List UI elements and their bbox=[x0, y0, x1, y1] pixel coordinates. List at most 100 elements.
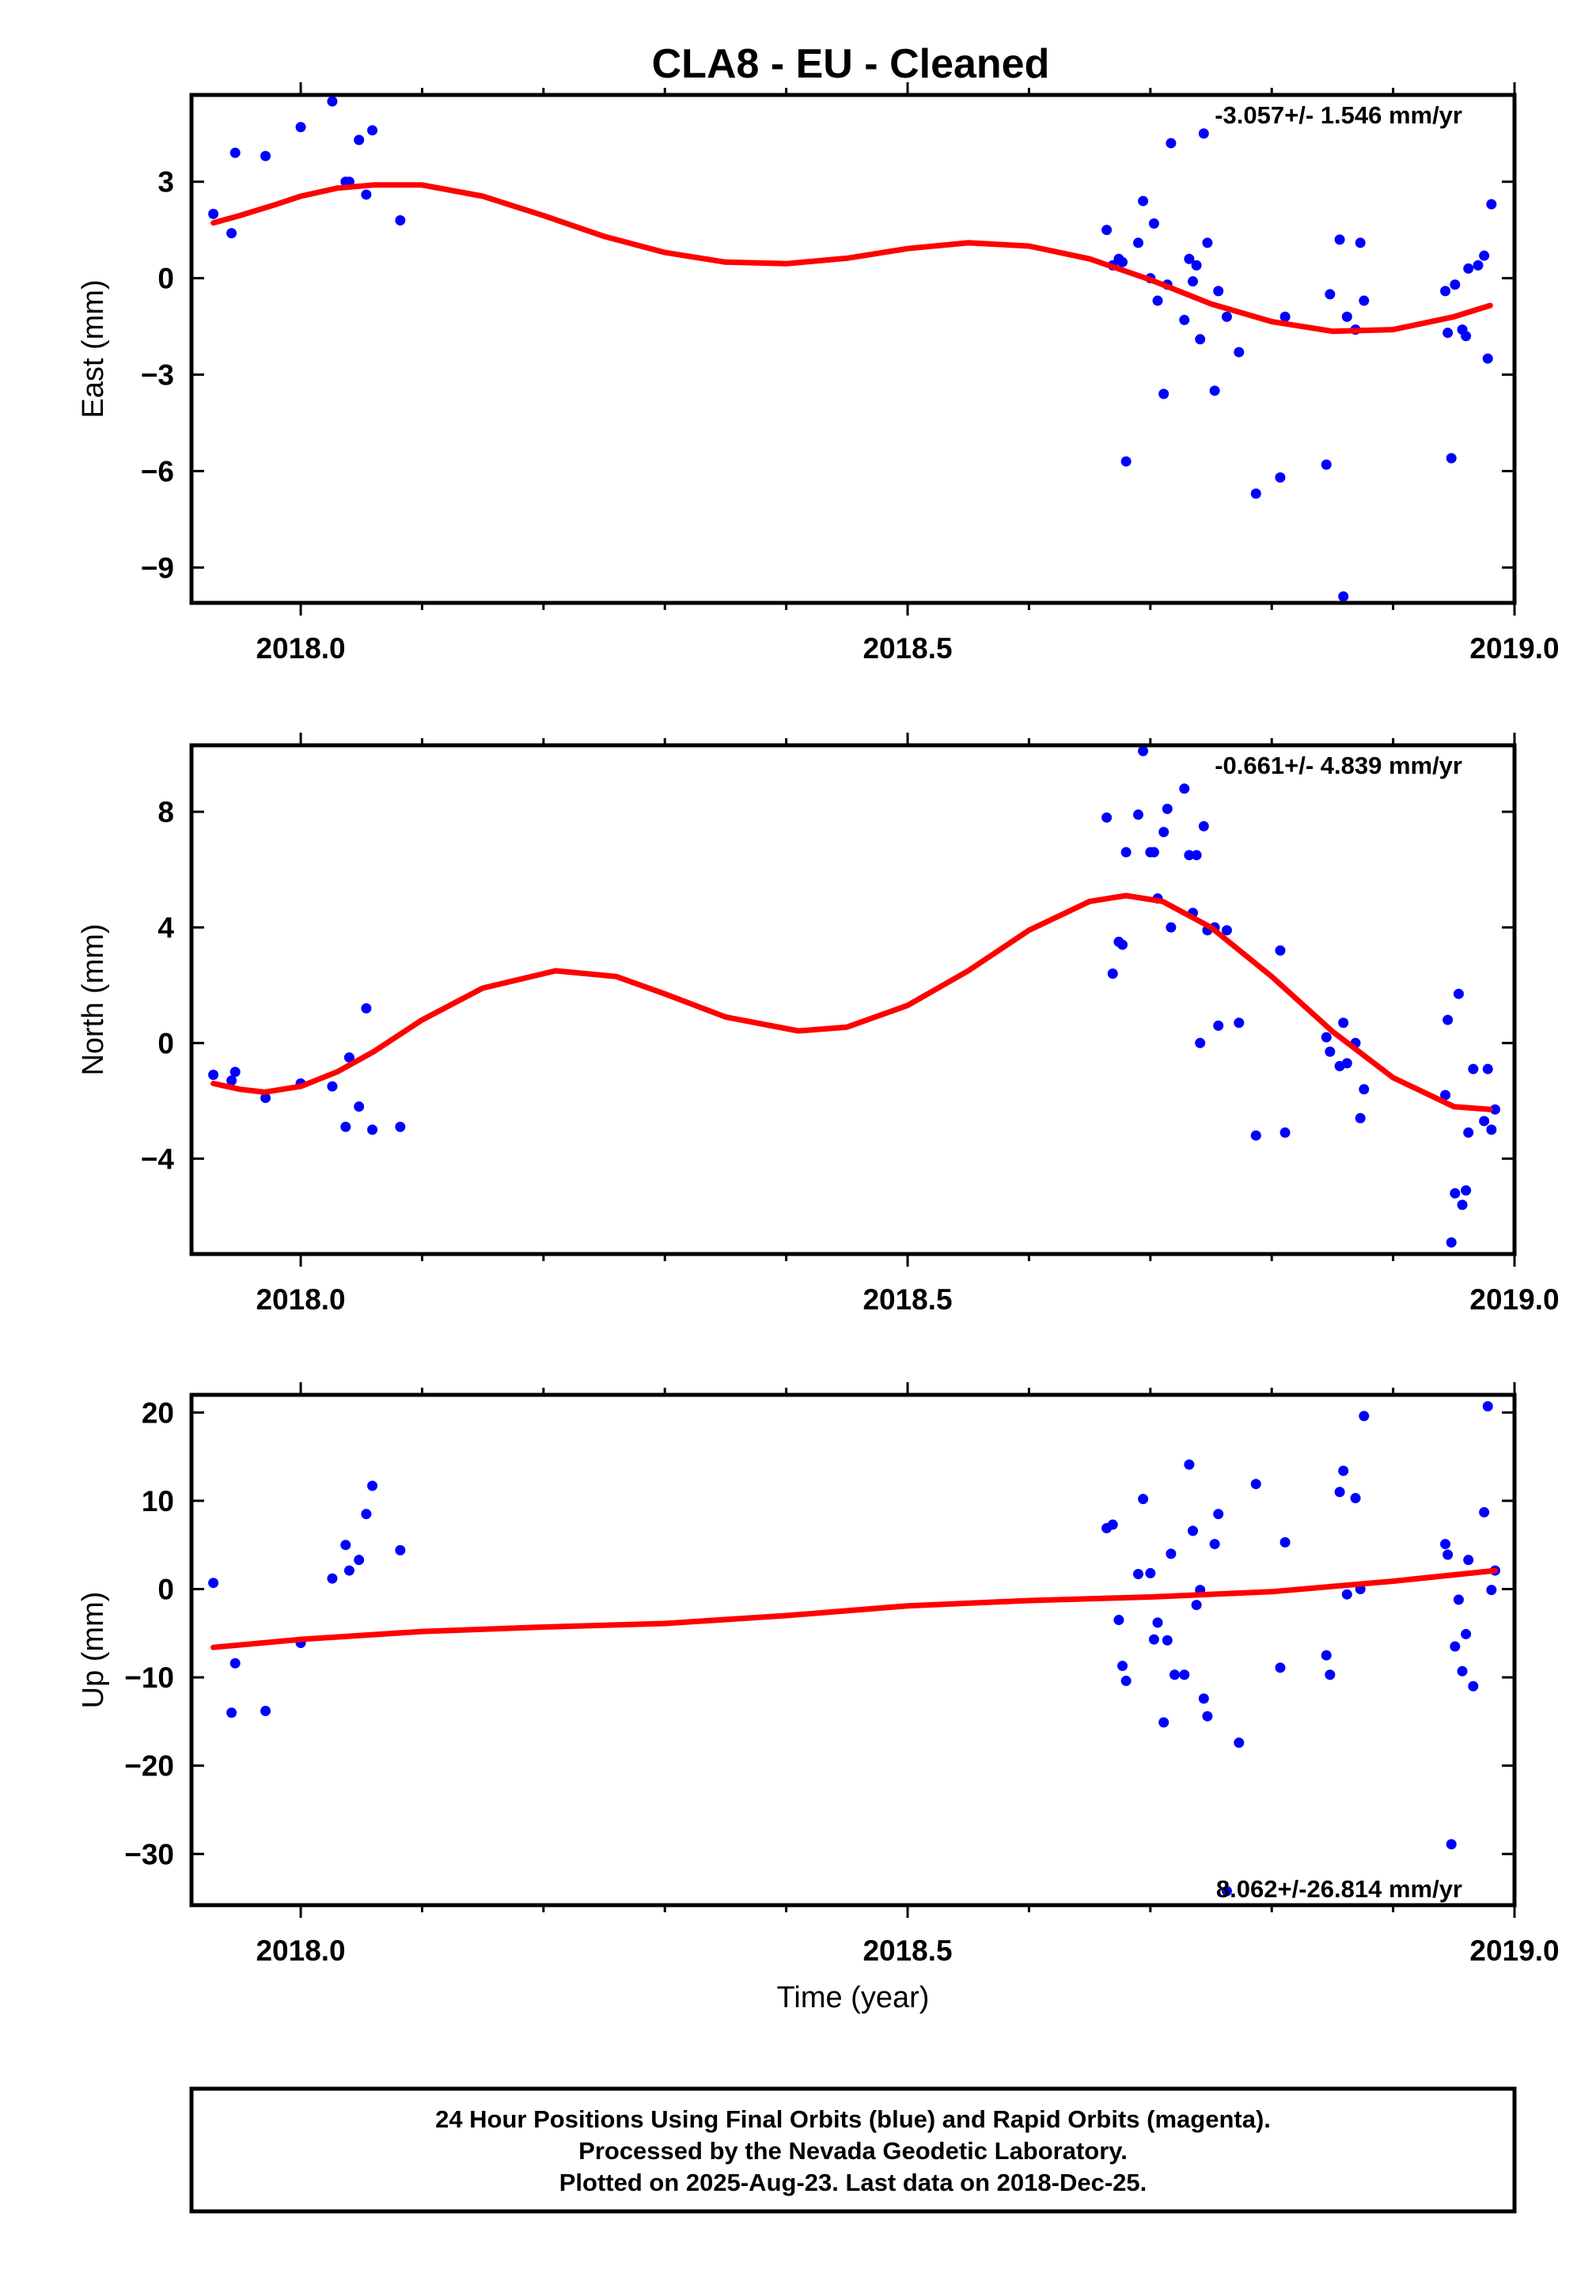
data-point bbox=[1334, 1487, 1345, 1498]
y-tick-label: −3 bbox=[141, 359, 174, 392]
data-point bbox=[229, 1067, 241, 1078]
y-axis-label-east: East (mm) bbox=[77, 279, 110, 418]
data-point bbox=[1279, 311, 1291, 322]
data-point bbox=[1440, 1539, 1451, 1550]
data-point bbox=[1486, 199, 1497, 210]
data-point bbox=[1453, 988, 1464, 999]
data-point bbox=[1198, 1693, 1209, 1704]
y-tick-label: −9 bbox=[141, 551, 174, 584]
data-point bbox=[1184, 253, 1195, 264]
data-point bbox=[226, 228, 237, 239]
footer-line-1: 24 Hour Positions Using Final Orbits (bl… bbox=[435, 2105, 1271, 2133]
y-tick-label: 10 bbox=[142, 1485, 174, 1517]
panel-frame-up bbox=[189, 1392, 1517, 1908]
data-point bbox=[1482, 1401, 1493, 1412]
data-point bbox=[1179, 1669, 1190, 1680]
data-point bbox=[1446, 453, 1457, 464]
data-point bbox=[1117, 939, 1128, 950]
data-point bbox=[1209, 385, 1220, 396]
fit-curve-east bbox=[210, 182, 1493, 335]
data-point bbox=[1191, 1600, 1202, 1611]
data-point bbox=[395, 1121, 406, 1132]
data-point bbox=[1334, 234, 1345, 245]
chart-title: CLA8 - EU - Cleaned bbox=[652, 41, 1050, 87]
data-point bbox=[1461, 1185, 1472, 1196]
data-point bbox=[367, 1124, 378, 1135]
x-tick-label: 2018.0 bbox=[256, 1934, 345, 1967]
data-point bbox=[1489, 1104, 1500, 1115]
data-point bbox=[1341, 311, 1352, 322]
data-point bbox=[1120, 456, 1132, 467]
data-point bbox=[1457, 1665, 1468, 1677]
data-point bbox=[260, 1705, 271, 1716]
x-axis-label: Time (year) bbox=[777, 1981, 930, 2014]
data-point bbox=[1350, 1493, 1361, 1504]
data-point bbox=[1188, 276, 1199, 287]
data-point bbox=[340, 1121, 351, 1132]
data-point bbox=[1148, 847, 1159, 858]
data-point bbox=[1107, 968, 1118, 979]
data-point bbox=[295, 122, 306, 133]
data-point bbox=[1221, 1885, 1232, 1896]
y-tick-label: −6 bbox=[141, 455, 174, 487]
data-point bbox=[1221, 925, 1232, 936]
data-point bbox=[1202, 1711, 1213, 1722]
y-tick-label: −20 bbox=[124, 1750, 174, 1783]
panel-frame-east bbox=[189, 93, 1517, 605]
data-point bbox=[1482, 353, 1493, 364]
data-point bbox=[1169, 1669, 1180, 1680]
data-point bbox=[226, 1075, 237, 1086]
data-point bbox=[1440, 286, 1451, 297]
data-point bbox=[1184, 850, 1195, 861]
data-point bbox=[367, 1480, 378, 1491]
data-point bbox=[354, 1555, 365, 1566]
data-point bbox=[208, 208, 219, 219]
data-point bbox=[1486, 1585, 1497, 1596]
data-point bbox=[1250, 488, 1261, 499]
data-point bbox=[1158, 1717, 1170, 1728]
data-point bbox=[1191, 260, 1202, 271]
data-point bbox=[1234, 1017, 1245, 1029]
data-point bbox=[1341, 1058, 1352, 1069]
data-point bbox=[1359, 1084, 1370, 1095]
footer-line-2: Processed by the Nevada Geodetic Laborat… bbox=[578, 2137, 1128, 2165]
data-point bbox=[1279, 1127, 1291, 1139]
data-point bbox=[1148, 218, 1159, 229]
data-point bbox=[1148, 1634, 1159, 1645]
data-point bbox=[1162, 1635, 1173, 1646]
x-tick-label: 2018.5 bbox=[862, 632, 952, 665]
data-point bbox=[1450, 1641, 1461, 1652]
data-point bbox=[1325, 1046, 1336, 1057]
data-point bbox=[1179, 314, 1190, 325]
data-point bbox=[1117, 1661, 1128, 1672]
data-point bbox=[1101, 812, 1113, 823]
data-point bbox=[1450, 1188, 1461, 1199]
x-tick-label: 2019.0 bbox=[1469, 1934, 1559, 1967]
data-point bbox=[1325, 289, 1336, 300]
rate-annotation-east: -3.057+/- 1.546 mm/yr bbox=[1215, 101, 1462, 129]
x-tick-label: 2019.0 bbox=[1469, 632, 1559, 665]
data-point bbox=[1188, 1525, 1199, 1536]
data-point bbox=[1479, 250, 1490, 261]
data-point bbox=[1479, 1506, 1490, 1517]
data-point bbox=[1279, 1536, 1291, 1548]
data-point bbox=[1461, 1628, 1472, 1639]
data-point bbox=[1440, 1089, 1451, 1101]
data-point bbox=[361, 1509, 372, 1520]
x-tick-label: 2019.0 bbox=[1469, 1283, 1559, 1316]
data-point bbox=[1113, 1615, 1124, 1626]
footer-line-3: Plotted on 2025-Aug-23. Last data on 201… bbox=[559, 2169, 1147, 2196]
data-points-east bbox=[208, 97, 1497, 601]
y-tick-label: −10 bbox=[124, 1661, 174, 1694]
data-point bbox=[1463, 1127, 1474, 1139]
data-point bbox=[1442, 1014, 1454, 1025]
data-point bbox=[1453, 1594, 1464, 1605]
data-point bbox=[1338, 1017, 1349, 1029]
data-point bbox=[1213, 1509, 1224, 1520]
data-point bbox=[1275, 472, 1286, 483]
data-point bbox=[260, 150, 271, 161]
data-point bbox=[361, 1002, 372, 1013]
panel-frame-north bbox=[189, 743, 1517, 1256]
data-point bbox=[1486, 1124, 1497, 1135]
x-tick-label: 2018.5 bbox=[862, 1283, 952, 1316]
